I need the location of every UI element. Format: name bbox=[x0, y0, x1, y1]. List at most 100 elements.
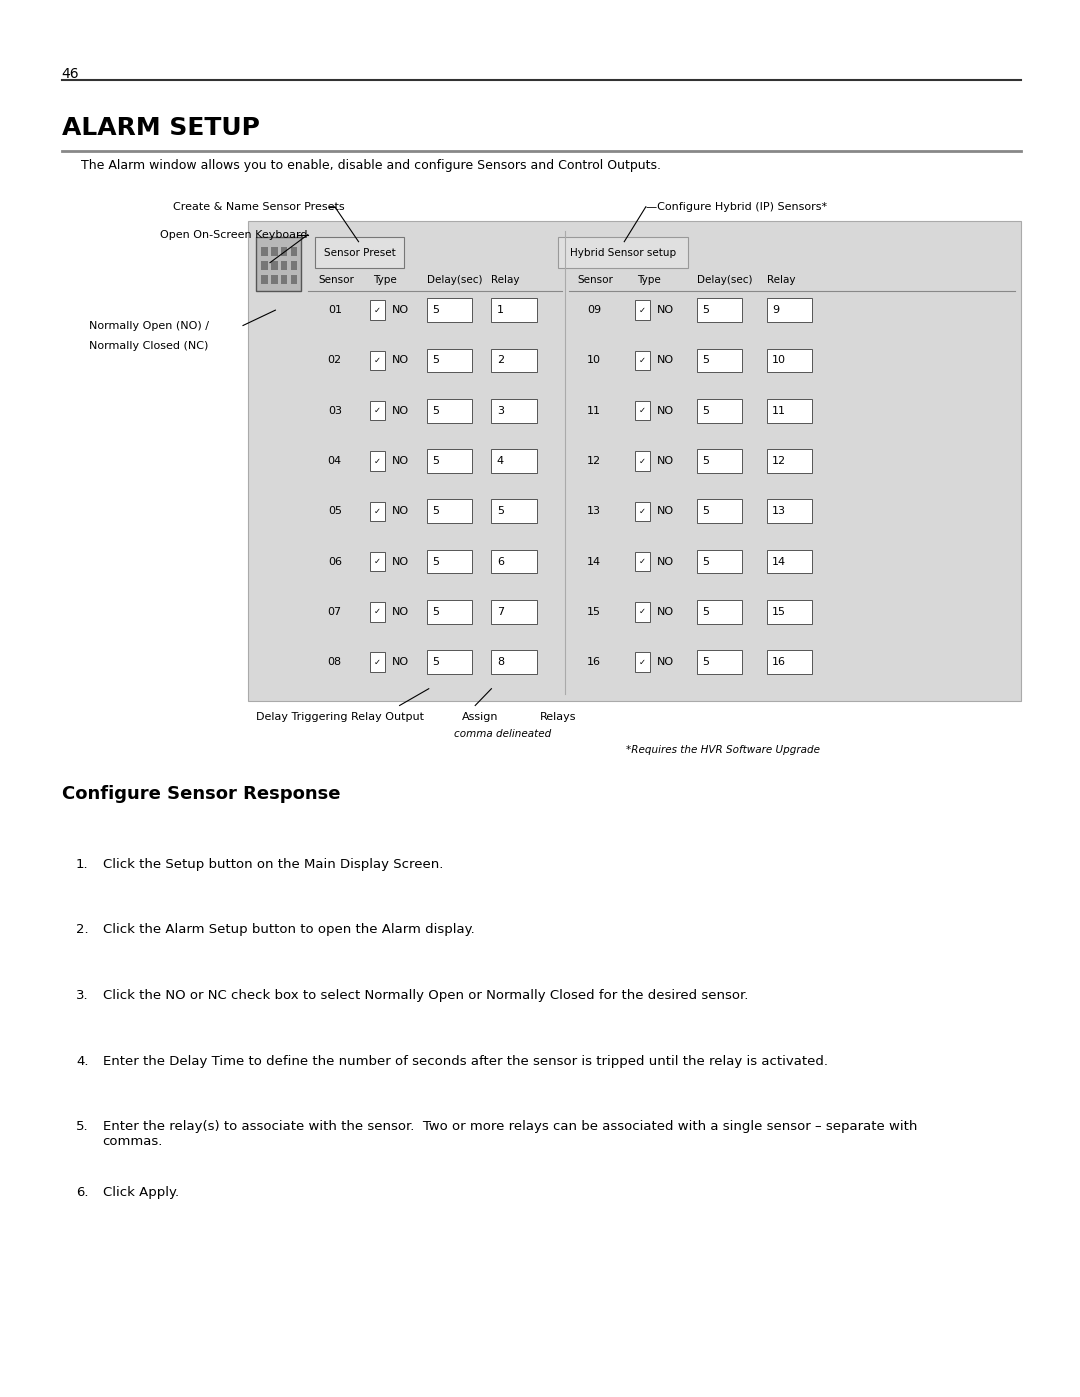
Text: 5: 5 bbox=[432, 506, 438, 517]
Text: Enter the relay(s) to associate with the sensor.  Two or more relays can be asso: Enter the relay(s) to associate with the… bbox=[103, 1120, 917, 1148]
Bar bbox=[767, 601, 812, 623]
Text: 15: 15 bbox=[772, 606, 786, 617]
Bar bbox=[261, 247, 268, 256]
Text: 5: 5 bbox=[497, 506, 503, 517]
Bar bbox=[491, 299, 537, 323]
Text: Hybrid Sensor setup: Hybrid Sensor setup bbox=[570, 247, 676, 258]
Text: NO: NO bbox=[392, 455, 409, 467]
Bar bbox=[697, 601, 742, 623]
Text: NO: NO bbox=[392, 355, 409, 366]
Text: NO: NO bbox=[392, 305, 409, 316]
Bar bbox=[370, 351, 386, 370]
Bar bbox=[635, 652, 650, 672]
Text: 5: 5 bbox=[702, 405, 708, 416]
Text: 16: 16 bbox=[588, 657, 600, 668]
Text: ✓: ✓ bbox=[638, 507, 646, 515]
Text: ✓: ✓ bbox=[638, 306, 646, 314]
Text: 11: 11 bbox=[772, 405, 786, 416]
Bar bbox=[427, 299, 472, 323]
Bar bbox=[271, 261, 278, 270]
Text: —Configure Hybrid (IP) Sensors*: —Configure Hybrid (IP) Sensors* bbox=[646, 201, 827, 212]
Text: 7: 7 bbox=[497, 606, 504, 617]
Text: ✓: ✓ bbox=[374, 407, 381, 415]
Text: Normally Closed (NC): Normally Closed (NC) bbox=[89, 341, 208, 352]
Text: Delay(sec): Delay(sec) bbox=[427, 275, 482, 285]
Text: 10: 10 bbox=[588, 355, 600, 366]
Text: 46: 46 bbox=[62, 67, 79, 81]
Text: ✓: ✓ bbox=[638, 457, 646, 465]
Text: 5: 5 bbox=[702, 355, 708, 366]
Bar bbox=[427, 450, 472, 472]
Text: 6.: 6. bbox=[76, 1186, 89, 1199]
Text: comma delineated: comma delineated bbox=[454, 729, 551, 739]
Text: NO: NO bbox=[657, 506, 674, 517]
Text: ✓: ✓ bbox=[638, 557, 646, 566]
Text: ✓: ✓ bbox=[638, 608, 646, 616]
Bar bbox=[427, 400, 472, 422]
Bar bbox=[491, 500, 537, 524]
Text: Relay: Relay bbox=[767, 275, 795, 285]
Text: ✓: ✓ bbox=[374, 306, 381, 314]
Text: Assign: Assign bbox=[462, 712, 499, 722]
Text: 5: 5 bbox=[432, 305, 438, 316]
Bar bbox=[767, 500, 812, 524]
Text: 5: 5 bbox=[432, 455, 438, 467]
Text: 02: 02 bbox=[327, 355, 342, 366]
Bar bbox=[281, 275, 287, 284]
Text: 3.: 3. bbox=[76, 989, 89, 1002]
Text: 01: 01 bbox=[328, 305, 341, 316]
Bar bbox=[491, 400, 537, 422]
Bar bbox=[315, 237, 404, 268]
Text: Sensor: Sensor bbox=[578, 275, 613, 285]
Bar bbox=[767, 450, 812, 472]
Text: Sensor: Sensor bbox=[319, 275, 354, 285]
Bar bbox=[427, 550, 472, 574]
Text: NO: NO bbox=[657, 657, 674, 668]
Text: 1: 1 bbox=[497, 305, 503, 316]
Text: Delay(sec): Delay(sec) bbox=[697, 275, 752, 285]
Text: ✓: ✓ bbox=[374, 356, 381, 365]
Text: 15: 15 bbox=[588, 606, 600, 617]
Text: 9: 9 bbox=[772, 305, 780, 316]
Text: Click Apply.: Click Apply. bbox=[103, 1186, 178, 1199]
Text: NO: NO bbox=[657, 355, 674, 366]
Bar bbox=[635, 502, 650, 521]
Text: 16: 16 bbox=[772, 657, 786, 668]
Bar bbox=[697, 400, 742, 422]
Bar bbox=[635, 552, 650, 571]
Text: NO: NO bbox=[657, 556, 674, 567]
Bar bbox=[635, 451, 650, 471]
Text: NO: NO bbox=[392, 506, 409, 517]
Bar bbox=[427, 601, 472, 623]
Text: NO: NO bbox=[392, 556, 409, 567]
Bar bbox=[291, 261, 297, 270]
Bar bbox=[697, 651, 742, 675]
Text: 07: 07 bbox=[327, 606, 342, 617]
Bar bbox=[370, 401, 386, 420]
Text: 08: 08 bbox=[327, 657, 342, 668]
Text: Type: Type bbox=[373, 275, 396, 285]
Text: Click the Alarm Setup button to open the Alarm display.: Click the Alarm Setup button to open the… bbox=[103, 923, 474, 936]
Text: Click the NO or NC check box to select Normally Open or Normally Closed for the : Click the NO or NC check box to select N… bbox=[103, 989, 748, 1002]
Text: ✓: ✓ bbox=[374, 608, 381, 616]
Bar bbox=[491, 651, 537, 675]
Bar bbox=[281, 247, 287, 256]
Bar bbox=[558, 237, 688, 268]
Text: Normally Open (NO) /: Normally Open (NO) / bbox=[89, 320, 208, 331]
Text: 4: 4 bbox=[497, 455, 504, 467]
Bar bbox=[635, 351, 650, 370]
Bar bbox=[767, 400, 812, 422]
Text: Click the Setup button on the Main Display Screen.: Click the Setup button on the Main Displ… bbox=[103, 858, 443, 870]
Text: 6: 6 bbox=[497, 556, 503, 567]
Bar bbox=[491, 550, 537, 574]
Text: 5: 5 bbox=[702, 657, 708, 668]
Bar bbox=[767, 299, 812, 323]
Bar bbox=[635, 602, 650, 622]
Text: ALARM SETUP: ALARM SETUP bbox=[62, 116, 259, 140]
Bar bbox=[370, 652, 386, 672]
Bar bbox=[635, 300, 650, 320]
Bar bbox=[370, 502, 386, 521]
Text: Delay Triggering Relay Output: Delay Triggering Relay Output bbox=[256, 712, 424, 722]
Text: NO: NO bbox=[392, 657, 409, 668]
Text: The Alarm window allows you to enable, disable and configure Sensors and Control: The Alarm window allows you to enable, d… bbox=[81, 159, 661, 172]
